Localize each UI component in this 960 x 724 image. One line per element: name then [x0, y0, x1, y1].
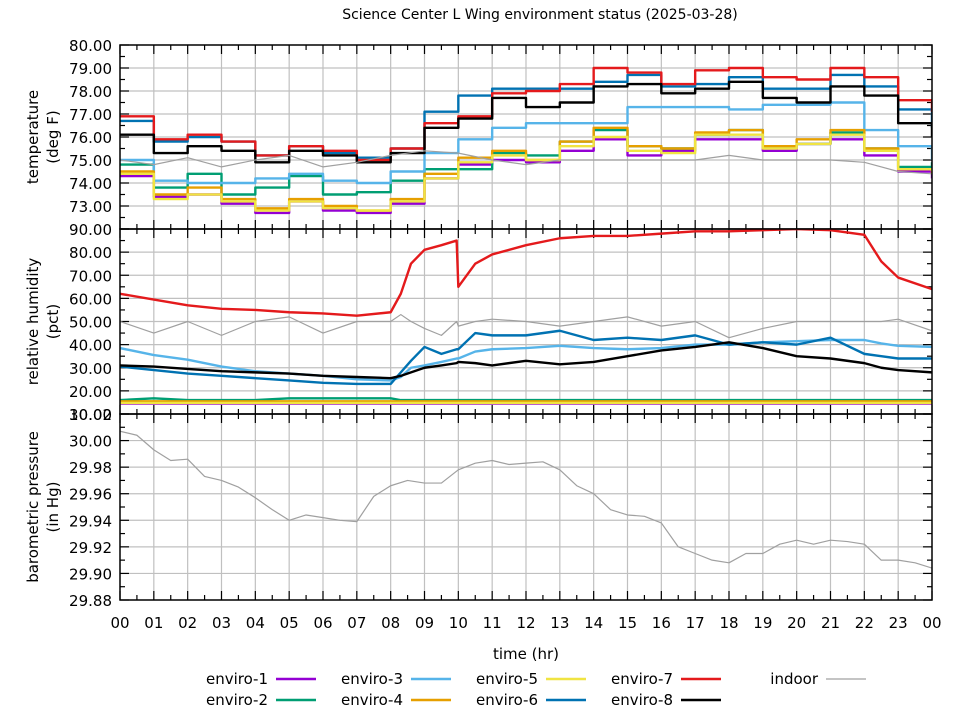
legend-label: enviro-2: [206, 691, 268, 709]
x-tick-label: 00: [110, 614, 129, 632]
y-axis-label: temperature: [24, 90, 42, 184]
x-axis-label: time (hr): [493, 645, 559, 663]
y-tick-label: 50.00: [69, 314, 112, 332]
legend: enviro-1 enviro-2 enviro-3 enviro-4 enviro-5…: [206, 670, 866, 709]
series-line-enviro-3: [120, 101, 932, 185]
plot-frame: [119, 413, 933, 601]
y-tick-label: 30.00: [69, 360, 112, 378]
y-tick-label: 90.00: [69, 221, 112, 239]
legend-label: enviro-5: [476, 670, 538, 688]
x-tick-label: 14: [584, 614, 603, 632]
x-tick-label: 07: [347, 614, 366, 632]
x-tick-label: 05: [280, 614, 299, 632]
y-tick-label: 29.96: [69, 486, 112, 504]
humidity-panel: 10.00 20.00 30.00 40.00 50.00 60.00 70.00 80.00…: [24, 221, 933, 424]
legend-item-enviro-5: enviro-5: [476, 670, 586, 688]
legend-label: enviro-3: [341, 670, 403, 688]
y-tick-label: 29.98: [69, 459, 112, 477]
y-axis-label: (deg F): [44, 110, 62, 163]
legend-item-indoor: indoor: [770, 670, 866, 688]
x-tick-label: 19: [753, 614, 772, 632]
legend-label: enviro-7: [611, 670, 673, 688]
temperature-panel: 73.00 74.00 75.00 76.00 77.00 78.00 79.00 80.00…: [24, 37, 933, 230]
y-axis-label: (pct): [44, 304, 62, 339]
series-line-enviro-7: [120, 229, 932, 317]
y-tick-label: 29.94: [69, 512, 112, 530]
series-line-enviro-8: [120, 341, 932, 380]
y-axis-label: barometric pressure: [24, 431, 42, 583]
y-tick-label: 70.00: [69, 267, 112, 285]
x-tick-label: 03: [212, 614, 231, 632]
y-tick-label: 30.02: [69, 406, 112, 424]
y-tick-label: 73.00: [69, 198, 112, 216]
y-tick-label: 74.00: [69, 175, 112, 193]
y-tick-label: 77.00: [69, 106, 112, 124]
x-tick-label: 21: [821, 614, 840, 632]
y-tick-label: 29.90: [69, 565, 112, 583]
x-tick-label: 17: [686, 614, 705, 632]
y-tick-label: 10.00: [69, 406, 112, 424]
legend-label: indoor: [770, 670, 819, 688]
y-tick-label: 20.00: [69, 383, 112, 401]
y-tick-label: 75.00: [69, 152, 112, 170]
x-tick-label: 16: [652, 614, 671, 632]
x-tick-label: 12: [516, 614, 535, 632]
x-tick-label: 22: [855, 614, 874, 632]
x-tick-label: 09: [415, 614, 434, 632]
legend-item-enviro-2: enviro-2: [206, 691, 316, 709]
x-tick-label: 04: [246, 614, 265, 632]
y-tick-label: 79.00: [69, 60, 112, 78]
legend-label: enviro-1: [206, 670, 268, 688]
y-axis-label: (in Hg): [44, 482, 62, 533]
y-tick-label: 80.00: [69, 37, 112, 55]
legend-item-enviro-4: enviro-4: [341, 691, 451, 709]
x-tick-label: 10: [449, 614, 468, 632]
x-tick-label: 02: [178, 614, 197, 632]
x-tick-label: 13: [550, 614, 569, 632]
series-line-indoor: [120, 430, 932, 569]
legend-item-enviro-3: enviro-3: [341, 670, 451, 688]
legend-item-enviro-8: enviro-8: [611, 691, 721, 709]
x-tick-label: 23: [889, 614, 908, 632]
y-tick-label: 30.00: [69, 433, 112, 451]
y-tick-label: 80.00: [69, 244, 112, 262]
legend-item-enviro-7: enviro-7: [611, 670, 721, 688]
y-tick-label: 40.00: [69, 337, 112, 355]
series-line-enviro-6: [120, 329, 932, 386]
x-tick-label: 08: [381, 614, 400, 632]
y-tick-label: 78.00: [69, 83, 112, 101]
legend-item-enviro-1: enviro-1: [206, 670, 316, 688]
legend-label: enviro-6: [476, 691, 538, 709]
x-tick-label: 20: [787, 614, 806, 632]
x-tick-label: 00: [922, 614, 941, 632]
x-tick-label: 18: [719, 614, 738, 632]
series-line-enviro-5: [120, 133, 932, 212]
y-tick-label: 29.92: [69, 539, 112, 557]
legend-label: enviro-8: [611, 691, 673, 709]
y-tick-label: 76.00: [69, 129, 112, 147]
series-line-enviro-8: [120, 80, 932, 164]
y-axis-label: relative humidity: [24, 258, 42, 386]
y-tick-label: 60.00: [69, 290, 112, 308]
x-tick-label: 11: [483, 614, 502, 632]
series-line-indoor: [120, 150, 932, 175]
legend-item-enviro-6: enviro-6: [476, 691, 586, 709]
x-tick-label: 15: [618, 614, 637, 632]
pressure-panel: 29.88 29.90 29.92 29.94 29.96 29.98 30.00 30.02…: [24, 406, 933, 610]
series-line-indoor: [120, 313, 932, 339]
x-tick-label: 06: [313, 614, 332, 632]
x-tick-label: 01: [144, 614, 163, 632]
y-tick-label: 29.88: [69, 592, 112, 610]
chart-title: Science Center L Wing environment status…: [342, 7, 738, 23]
legend-label: enviro-4: [341, 691, 403, 709]
